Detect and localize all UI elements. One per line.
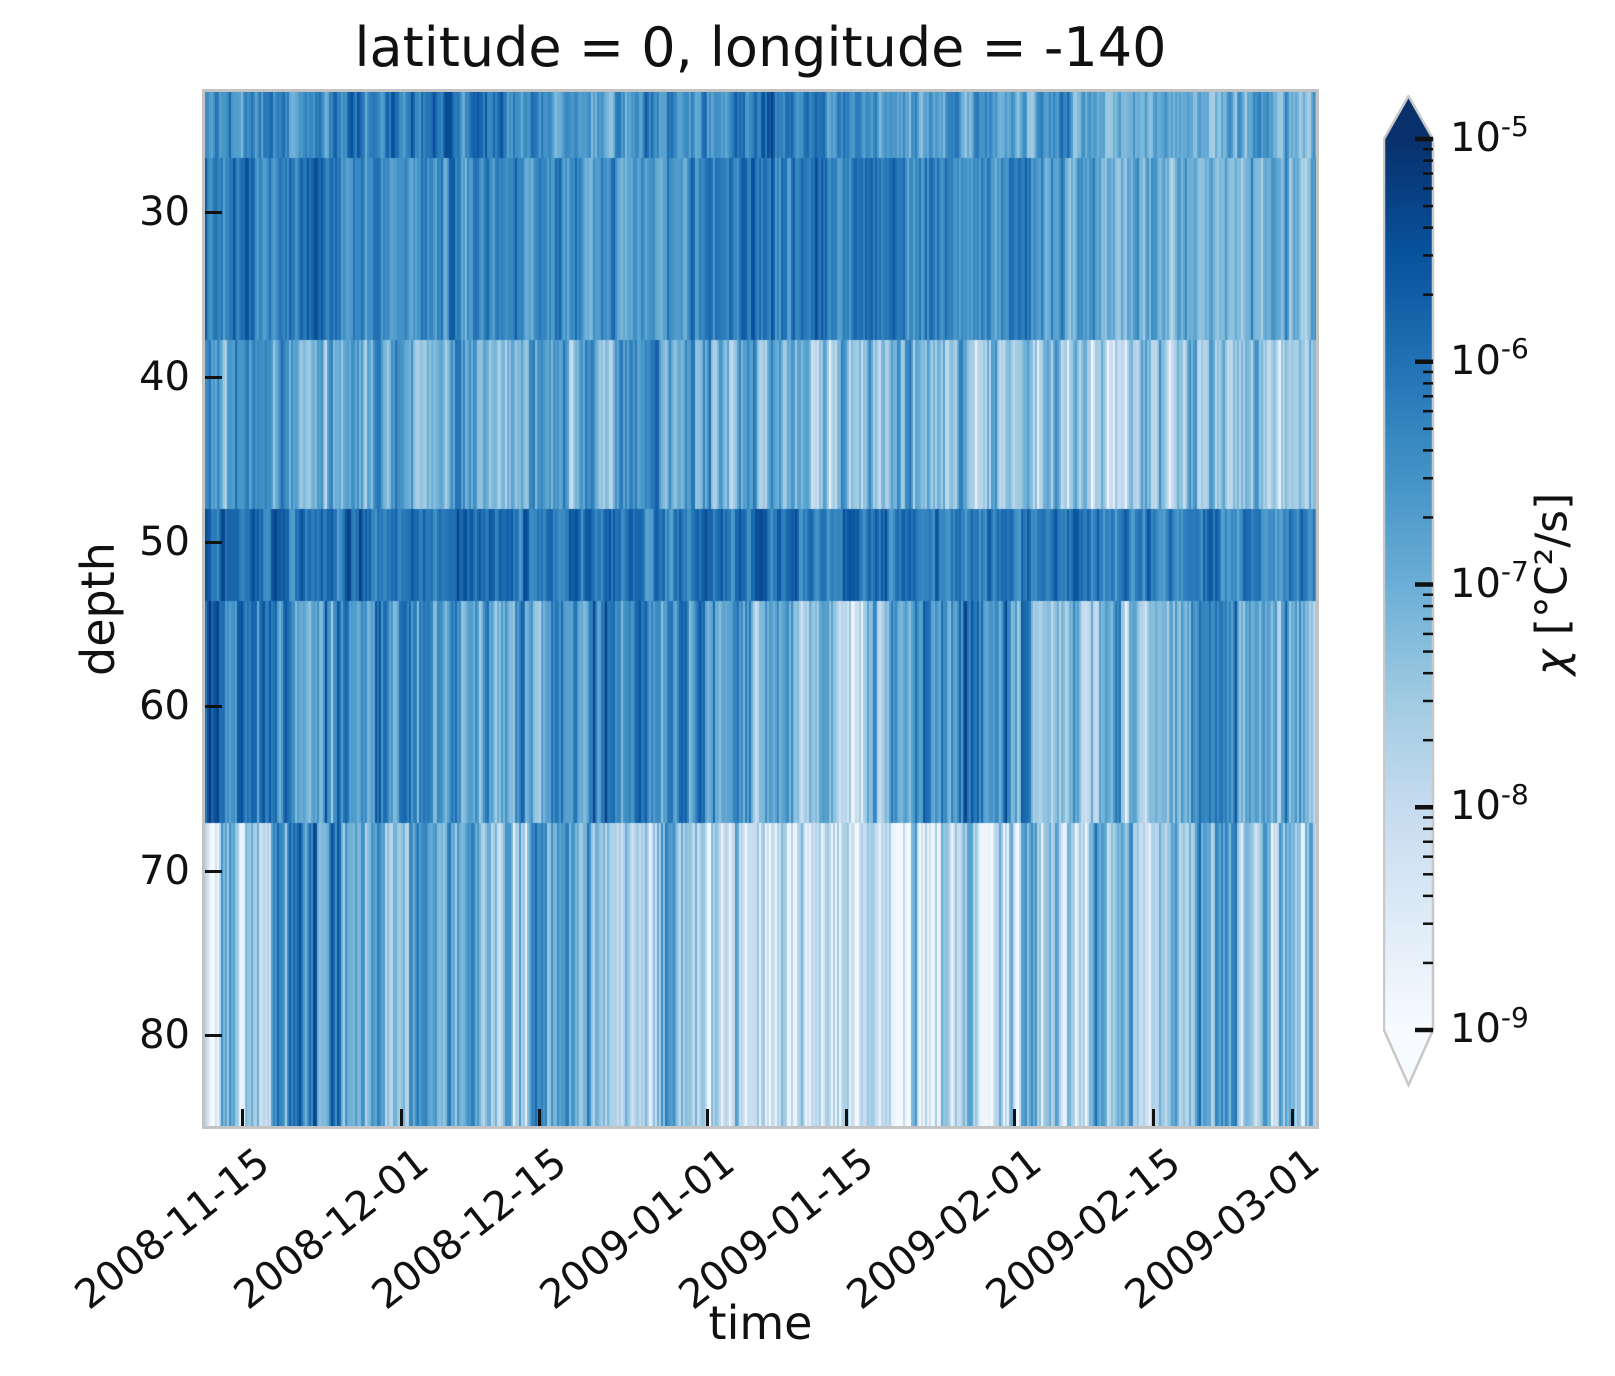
x-tick-mark [706, 1109, 709, 1126]
colorbar-label: χ [°C²/s] [1527, 493, 1578, 675]
x-tick-mark [400, 1109, 403, 1126]
plot-title: latitude = 0, longitude = -140 [354, 16, 1167, 79]
y-tick-label: 70 [139, 848, 190, 894]
y-tick-label: 50 [139, 519, 190, 565]
y-tick-label: 60 [139, 683, 190, 729]
y-tick-mark [205, 705, 222, 708]
colorbar-tick-label: 10-7 [1450, 555, 1529, 607]
x-tick-mark [1013, 1109, 1016, 1126]
plot-area [202, 89, 1319, 1129]
y-tick-mark [205, 1034, 222, 1037]
y-tick-mark [205, 870, 222, 873]
y-tick-mark [205, 541, 222, 544]
colorbar-label-units: [°C²/s] [1526, 492, 1578, 650]
y-tick-label: 40 [139, 354, 190, 400]
colorbar-label-symbol: χ [1526, 649, 1578, 676]
x-tick-mark [845, 1109, 848, 1126]
heatmap-canvas [205, 92, 1316, 1126]
x-tick-mark [241, 1109, 244, 1126]
colorbar-tick-label: 10-5 [1450, 109, 1529, 161]
y-tick-label: 30 [139, 189, 190, 235]
colorbar-gradient [1383, 95, 1435, 1089]
colorbar-svg [1383, 95, 1435, 1089]
x-tick-mark [1291, 1109, 1294, 1126]
x-tick-mark [538, 1109, 541, 1126]
colorbar-tick-label: 10-9 [1450, 1000, 1529, 1052]
y-tick-mark [205, 376, 222, 379]
x-tick-mark [1152, 1109, 1155, 1126]
y-tick-label: 80 [139, 1012, 190, 1058]
colorbar-tick-label: 10-6 [1450, 332, 1529, 384]
x-axis-label: time [708, 1296, 813, 1350]
colorbar-tick-label: 10-8 [1450, 777, 1529, 830]
y-tick-mark [205, 211, 222, 214]
y-axis-label: depth [71, 542, 125, 676]
